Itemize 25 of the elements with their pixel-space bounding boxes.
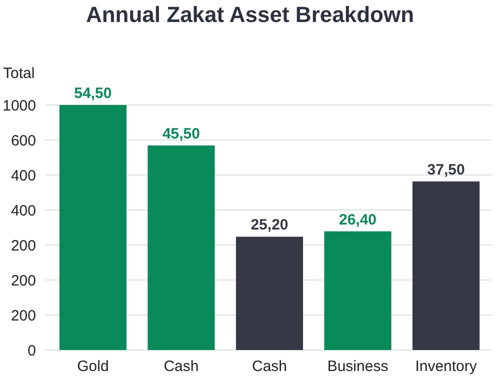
bar [59,105,126,350]
bar [236,236,304,350]
x-tick-label: Business [327,358,388,375]
bar [324,231,392,350]
text: 0 [28,342,36,360]
text: 200 [10,237,36,254]
text: 1000 [2,97,36,114]
data-label: 37,50 [427,161,465,178]
chart-title: Annual Zakat Asset Breakdown [86,2,414,27]
data-label: 26,40 [339,211,377,228]
x-tick-label: Cash [164,358,199,375]
x-tick-label: Gold [77,358,109,375]
bar [148,145,215,350]
y-axis-title: Total [3,65,35,82]
text: 200 [10,272,36,290]
data-label: 54,50 [74,85,112,102]
bar [412,181,480,350]
text: 200 [10,307,36,324]
data-label: 25,20 [250,216,288,234]
data-label: 45,50 [162,125,200,142]
text: 400 [10,167,36,184]
text: 600 [10,132,36,150]
text: 400 [10,202,36,220]
x-tick-label: Cash [252,358,288,375]
x-tick-label: Inventory [415,358,478,375]
